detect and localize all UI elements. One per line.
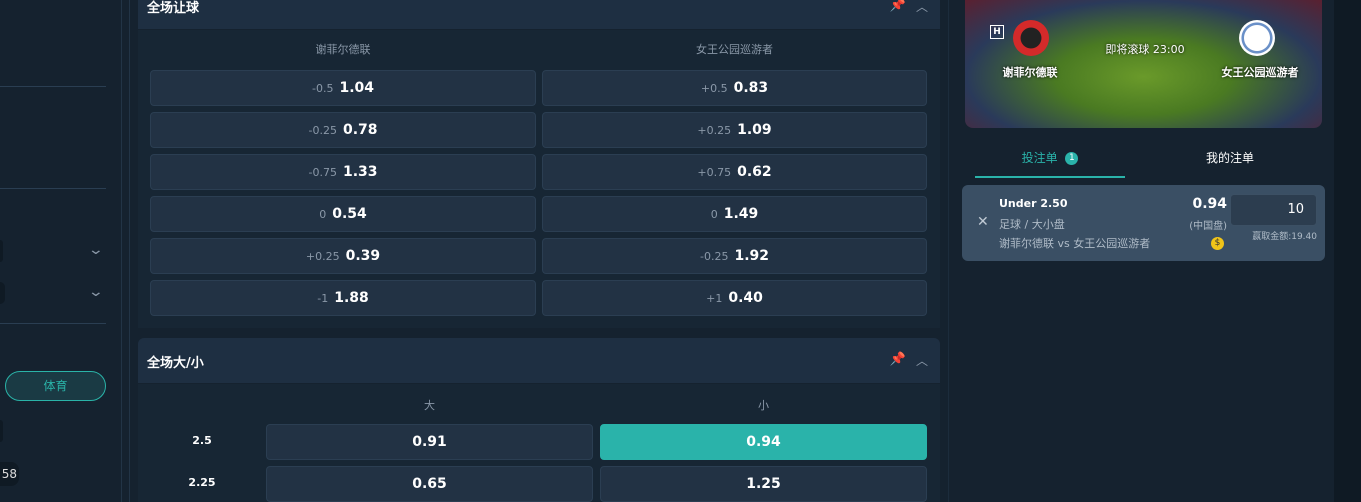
- divider: [0, 86, 106, 87]
- match-banner: H 谢菲尔德联 即将滚球 23:00 女王公园巡游者: [965, 0, 1322, 128]
- under-odds-button[interactable]: 0.94: [600, 424, 927, 460]
- markets-panel: 全场让球 📌 ︿ 谢菲尔德联 女王公园巡游者 -0.5 1.04 +0.5 0.83 -…: [138, 0, 940, 502]
- home-handicap-odds-button[interactable]: +0.25 0.39: [150, 238, 536, 274]
- totals-body: 大 小 2.5 0.91 0.94 2.25 0.65 1.25: [138, 384, 940, 502]
- home-handicap-odds-button[interactable]: 0 0.54: [150, 196, 536, 232]
- home-header: 谢菲尔德联: [315, 43, 371, 56]
- chevron-down-icon[interactable]: ⌄: [87, 242, 105, 258]
- away-handicap-odds-button[interactable]: +0.25 1.09: [542, 112, 927, 148]
- handicap-body: 谢菲尔德联 女王公园巡游者 -0.5 1.04 +0.5 0.83 -0.25 0.78 +…: [138, 30, 940, 328]
- odds-value: 1.49: [723, 206, 759, 222]
- odds-value: 1.04: [339, 80, 374, 96]
- handicap-value: -0.25: [699, 249, 729, 263]
- totals-header[interactable]: 全场大/小 📌 ︿: [138, 338, 940, 384]
- odds-value: 1.33: [342, 164, 378, 180]
- handicap-value: -1: [317, 291, 329, 305]
- odds-value: 0.83: [733, 80, 769, 96]
- odds-value: 1.09: [737, 122, 772, 138]
- handicap-value: -0.5: [311, 81, 334, 95]
- handicap-value: -0.25: [308, 123, 337, 137]
- total-line: 2.25: [188, 476, 216, 489]
- away-handicap-odds-button[interactable]: +1 0.40: [542, 280, 927, 316]
- selection: Under 2.50: [999, 197, 1068, 210]
- filter-stub[interactable]: [0, 282, 5, 304]
- chevron-up-icon[interactable]: ︿: [915, 354, 928, 368]
- slip-count-badge: 1: [1065, 152, 1079, 165]
- away-handicap-odds-button[interactable]: -0.25 1.92: [542, 238, 927, 274]
- home-handicap-odds-button[interactable]: -1 1.88: [150, 280, 536, 316]
- chevron-up-icon[interactable]: ︿: [915, 0, 928, 14]
- odds-value: 0.91: [412, 434, 447, 450]
- home-crest-icon: [1013, 20, 1049, 56]
- odds-value: 1.88: [334, 290, 369, 306]
- bet-card: ✕ Under 2.50 足球 / 大小盘 谢菲尔德联 vs 女王公园巡游者 0…: [962, 185, 1325, 261]
- market-title: 全场大/小: [147, 356, 204, 371]
- match-status: 即将滚球 23:00: [1105, 43, 1185, 56]
- away-crest-icon: [1239, 20, 1275, 56]
- odds-value: 0.54: [332, 206, 367, 222]
- pin-icon[interactable]: 📌: [889, 352, 906, 367]
- divider: [948, 0, 949, 502]
- odds-value: 1.92: [734, 248, 769, 264]
- chevron-down-icon[interactable]: ⌄: [87, 284, 105, 300]
- handicap-value: +0.25: [697, 123, 732, 137]
- payout: 赢取金额:19.40: [1252, 232, 1317, 242]
- handicap-value: 0: [319, 207, 327, 221]
- handicap-value: +1: [706, 291, 723, 305]
- handicap-value: -0.75: [308, 165, 337, 179]
- handicap-value: +0.5: [700, 81, 728, 95]
- filter-stub[interactable]: [0, 240, 3, 262]
- handicap-value: +0.75: [697, 165, 732, 179]
- tab-betslip[interactable]: 投注单 1: [975, 140, 1125, 178]
- tab-label: 投注单: [1021, 151, 1058, 165]
- home-handicap-odds-button[interactable]: -0.25 0.78: [150, 112, 536, 148]
- away-team: 女王公园巡游者: [1221, 66, 1299, 79]
- stake-input[interactable]: 10: [1230, 194, 1317, 226]
- odds-value: 0.39: [345, 248, 381, 264]
- market-name: 足球 / 大小盘: [999, 218, 1065, 231]
- odds-value: 0.62: [737, 164, 772, 180]
- count-badge: 58: [0, 462, 19, 486]
- home-handicap-odds-button[interactable]: -0.75 1.33: [150, 154, 536, 190]
- odds-value: 0.65: [412, 476, 447, 492]
- handicap-value: +0.25: [305, 249, 340, 263]
- total-line: 2.5: [192, 434, 212, 447]
- divider: [0, 188, 106, 189]
- sidebar: ⌄ ⌄ 体育 58: [0, 0, 122, 502]
- market-title: 全场让球: [147, 1, 200, 16]
- over-header: 大: [424, 399, 435, 412]
- away-handicap-odds-button[interactable]: +0.75 0.62: [542, 154, 927, 190]
- odds-format: (中国盘): [1189, 221, 1227, 232]
- odds-value: 1.25: [746, 476, 781, 492]
- betslip-panel: H 谢菲尔德联 即将滚球 23:00 女王公园巡游者 投注单 1 我的注单 ✕ …: [956, 0, 1334, 502]
- divider: [0, 323, 106, 324]
- coin-icon: $: [1211, 237, 1224, 250]
- away-header: 女王公园巡游者: [696, 43, 773, 56]
- handicap-header[interactable]: 全场让球 📌 ︿: [138, 0, 940, 30]
- filter-stub[interactable]: [0, 420, 3, 442]
- tab-my-bets[interactable]: 我的注单: [1205, 151, 1254, 165]
- scroll-gutter: [1334, 0, 1361, 502]
- bet-odds: 0.94: [1192, 196, 1227, 212]
- divider: [129, 0, 130, 502]
- under-odds-button[interactable]: 1.25: [600, 466, 927, 502]
- home-badge: H: [990, 25, 1004, 39]
- remove-icon[interactable]: ✕: [977, 214, 989, 230]
- sport-button[interactable]: 体育: [5, 371, 106, 401]
- home-handicap-odds-button[interactable]: -0.5 1.04: [150, 70, 536, 106]
- event-name: 谢菲尔德联 vs 女王公园巡游者: [999, 237, 1151, 250]
- odds-value: 0.94: [746, 434, 781, 450]
- away-handicap-odds-button[interactable]: 0 1.49: [542, 196, 927, 232]
- odds-value: 0.40: [728, 290, 763, 306]
- handicap-value: 0: [710, 207, 718, 221]
- under-header: 小: [758, 399, 769, 412]
- over-odds-button[interactable]: 0.65: [266, 466, 593, 502]
- pin-icon[interactable]: 📌: [889, 0, 906, 13]
- home-team: 谢菲尔德联: [1002, 66, 1058, 79]
- betslip-tabs: 投注单 1 我的注单: [975, 140, 1315, 178]
- odds-value: 0.78: [342, 122, 378, 138]
- away-handicap-odds-button[interactable]: +0.5 0.83: [542, 70, 927, 106]
- over-odds-button[interactable]: 0.91: [266, 424, 593, 460]
